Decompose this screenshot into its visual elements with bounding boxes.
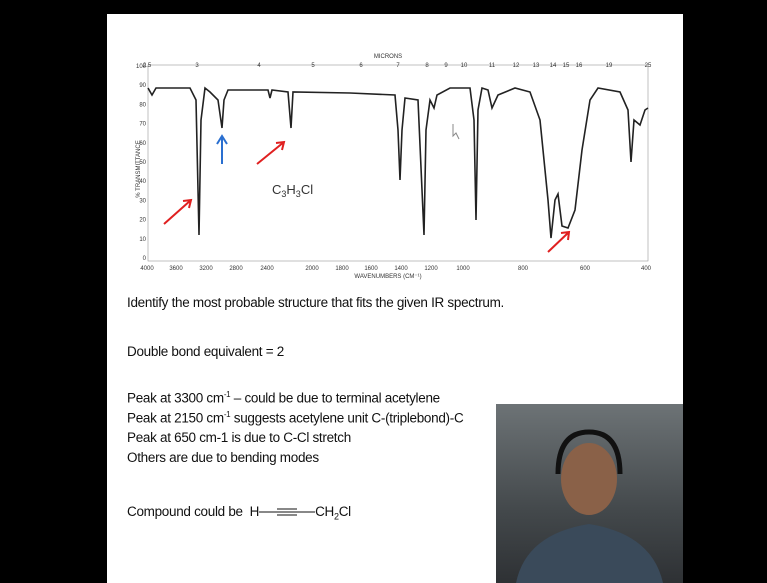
micron-tick: 13 <box>533 63 540 69</box>
y-tick-label: 80 <box>139 102 146 108</box>
x-tick-label: 1600 <box>364 266 378 272</box>
micron-tick: 14 <box>550 63 557 69</box>
micron-tick: 9 <box>444 63 448 69</box>
y-tick-label: 20 <box>139 218 146 224</box>
webcam <box>496 404 683 583</box>
triple-bond <box>259 507 315 517</box>
x-tick-label: 1000 <box>456 266 470 272</box>
y-tick-label: 70 <box>139 122 146 128</box>
formula-part: C <box>272 182 281 197</box>
x-tick-label: 1800 <box>335 266 349 272</box>
micron-tick: 10 <box>461 63 468 69</box>
y-tick-label: 30 <box>139 198 146 204</box>
formula-part: Cl <box>301 182 313 197</box>
formula-part: H <box>286 182 295 197</box>
x-tick-label: 1200 <box>424 266 438 272</box>
x-tick-label: 1400 <box>394 266 408 272</box>
note-part: Peak at 3300 cm <box>127 391 224 406</box>
note: Peak at 650 cm-1 is due to C-Cl stretch <box>127 430 351 445</box>
micron-tick: 6 <box>359 63 363 69</box>
y-axis-title: % TRANSMITTANCE <box>136 140 142 197</box>
x-axis-title: WAVENUMBERS (CM⁻¹) <box>354 274 421 280</box>
micron-tick: 19 <box>606 63 613 69</box>
micron-tick: 15 <box>563 63 570 69</box>
x-tick-label: 4000 <box>140 266 154 272</box>
atom: Cl <box>339 504 351 519</box>
note-part: Others are due to bending modes <box>127 450 319 465</box>
micron-tick: 16 <box>576 63 583 69</box>
formula: C3H3Cl <box>272 182 313 199</box>
page: MICRONS 2.53456789101112131415161925 100… <box>0 0 767 583</box>
x-tick-label: 800 <box>518 266 529 272</box>
x-tick-label: 2000 <box>305 266 319 272</box>
micron-tick: 5 <box>311 63 315 69</box>
y-tick-label: 100 <box>136 64 147 70</box>
note-part: suggests acetylene unit C-(triplebond)-C <box>230 411 463 426</box>
note-part: Peak at 2150 cm <box>127 411 224 426</box>
note-part: Peak at 650 cm-1 is due to C-Cl stretch <box>127 430 351 445</box>
micron-tick: 12 <box>513 63 520 69</box>
arrows <box>164 136 569 252</box>
y-tick-label: 10 <box>139 237 146 243</box>
micron-tick: 8 <box>425 63 429 69</box>
compound-label: Compound could be <box>127 504 243 519</box>
presenter <box>496 404 683 583</box>
y-tick-label: 90 <box>139 83 146 89</box>
micron-tick: 3 <box>195 63 199 69</box>
y-tick-label: 0 <box>143 256 147 262</box>
x-tick-label: 400 <box>641 266 652 272</box>
note: Peak at 3300 cm-1 – could be due to term… <box>127 390 440 406</box>
note: Others are due to bending modes <box>127 450 319 465</box>
micron-tick: 25 <box>645 63 652 69</box>
cursor <box>453 124 459 139</box>
note: Peak at 2150 cm-1 suggests acetylene uni… <box>127 410 463 426</box>
dbe: Double bond equivalent = 2 <box>127 344 284 359</box>
question: Identify the most probable structure tha… <box>127 295 504 310</box>
x-tick-label: 2800 <box>229 266 243 272</box>
atom: H <box>250 504 259 519</box>
micron-tick: 7 <box>396 63 400 69</box>
top-axis-title: MICRONS <box>374 54 402 60</box>
x-tick-label: 600 <box>580 266 591 272</box>
x-tick-label: 2400 <box>260 266 274 272</box>
micron-tick: 4 <box>257 63 261 69</box>
x-tick-label: 3600 <box>169 266 183 272</box>
x-tick-label: 3200 <box>199 266 213 272</box>
micron-tick: 11 <box>489 63 496 69</box>
atom: CH <box>315 504 334 519</box>
note-part: – could be due to terminal acetylene <box>230 391 440 406</box>
